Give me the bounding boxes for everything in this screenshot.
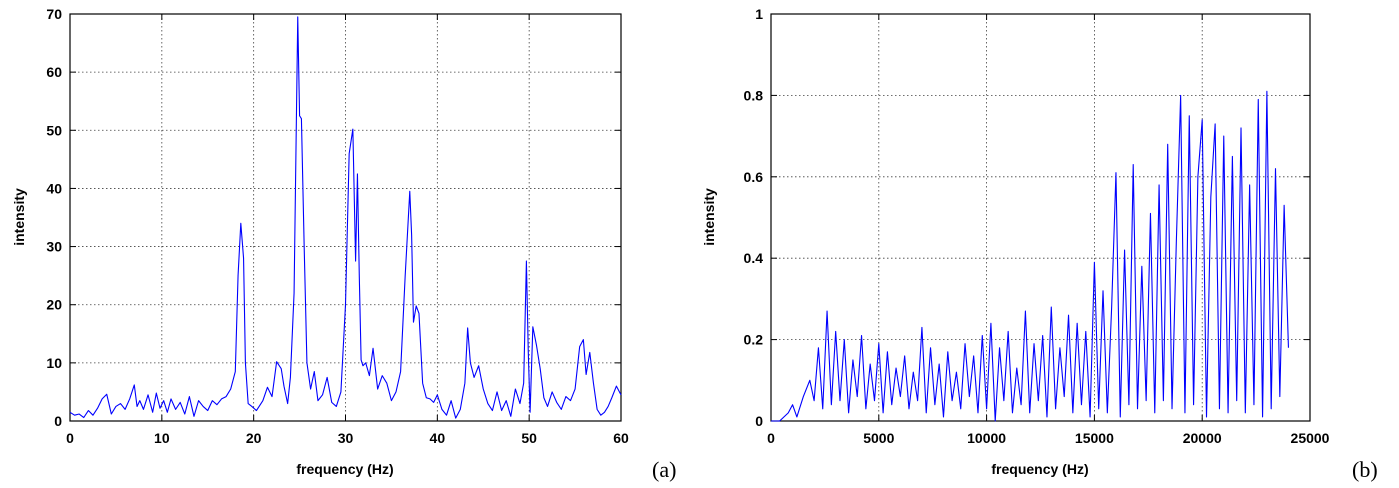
x-tick-label: 25000	[1291, 430, 1330, 446]
y-tick-label: 1	[755, 6, 763, 22]
y-tick-label: 40	[46, 180, 62, 196]
x-tick-label: 5000	[863, 430, 894, 446]
x-tick-label: 10	[154, 430, 170, 446]
y-tick-label: 0.2	[744, 332, 764, 348]
x-tick-label: 0	[66, 430, 74, 446]
x-axis-label-b: frequency (Hz)	[991, 461, 1088, 477]
x-tick-label: 15000	[1075, 430, 1114, 446]
x-tick-label: 10000	[967, 430, 1006, 446]
x-tick-label: 30	[338, 430, 354, 446]
y-axis-label-a: intensity	[11, 188, 27, 246]
y-tick-label: 0	[54, 413, 62, 429]
series-layer-b	[771, 91, 1288, 421]
panel-tag-a: (a)	[652, 457, 676, 482]
y-tick-label: 0	[755, 413, 763, 429]
chart-panel-a: 0 10 20 30 40 50 60 0 10 20 30 40 50 60 70 frequency …	[11, 6, 676, 482]
chart-panel-b: 0 5000 10000 15000 20000 25000 0 0.2 0.4 0.6 0.8 1…	[701, 6, 1378, 482]
x-tick-label: 0	[767, 430, 775, 446]
y-tick-label: 60	[46, 64, 62, 80]
y-tick-label: 10	[46, 355, 62, 371]
x-tick-label: 50	[521, 430, 537, 446]
x-tick-label: 20000	[1183, 430, 1222, 446]
y-tick-label: 70	[46, 6, 62, 22]
series-line-a-0	[70, 17, 621, 418]
panel-tag-b: (b)	[1352, 457, 1378, 482]
y-tick-label: 0.4	[744, 250, 764, 266]
series-layer-a	[70, 17, 621, 418]
x-tick-label: 60	[613, 430, 629, 446]
y-axis-label-b: intensity	[701, 188, 717, 246]
x-tick-label: 20	[246, 430, 262, 446]
x-axis-label-a: frequency (Hz)	[296, 461, 393, 477]
y-tick-label: 0.6	[744, 169, 764, 185]
y-tick-label: 50	[46, 122, 62, 138]
series-line-b-0	[771, 91, 1288, 421]
x-tick-labels-a: 0 10 20 30 40 50 60	[66, 430, 629, 446]
y-tick-label: 30	[46, 239, 62, 255]
y-tick-labels-b: 0 0.2 0.4 0.6 0.8 1	[744, 6, 764, 429]
y-tick-labels-a: 0 10 20 30 40 50 60 70	[46, 6, 62, 429]
y-tick-label: 20	[46, 297, 62, 313]
x-tick-label: 40	[430, 430, 446, 446]
y-tick-label: 0.8	[744, 87, 764, 103]
x-tick-labels-b: 0 5000 10000 15000 20000 25000	[767, 430, 1330, 446]
